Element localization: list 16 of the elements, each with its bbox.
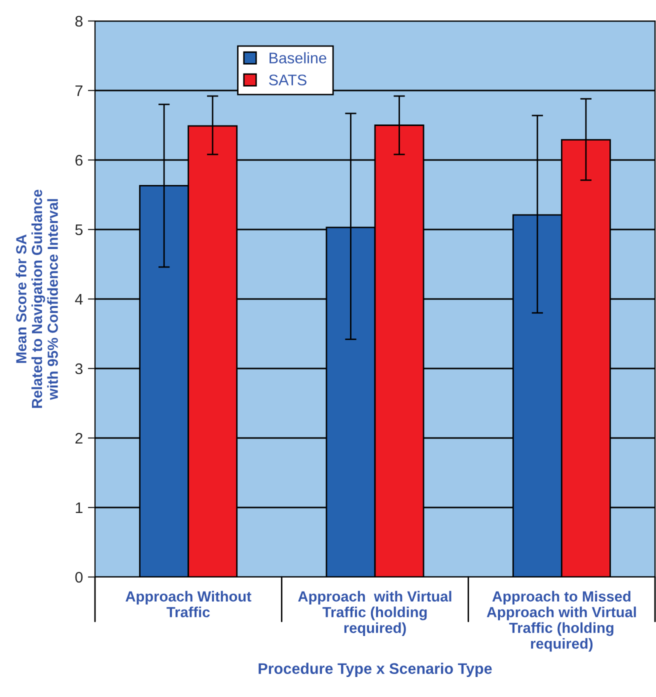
y-tick-label: 5	[75, 224, 83, 236]
x-axis-title: Procedure Type x Scenario Type	[258, 662, 492, 678]
x-tick-label: Approach with Virtual Traffic (holding required)	[298, 590, 452, 636]
y-tick-label: 8	[75, 16, 83, 27]
legend-label: SATS	[269, 74, 306, 86]
y-tick-label: 0	[75, 572, 83, 583]
x-tick-label: Approach Without Traffic	[126, 590, 252, 618]
y-tick-label: 6	[75, 154, 83, 166]
y-tick-label: 3	[75, 363, 83, 374]
legend-label: Baseline	[270, 52, 326, 64]
y-tick-label: 4	[75, 294, 83, 305]
y-tick-label: 7	[75, 86, 82, 96]
y-axis-title: Mean Score for SA Related to Navigation Guidance with 95% Confidence Interval	[16, 190, 58, 408]
y-tick-label: 2	[75, 432, 82, 444]
y-tick-label: 1	[76, 502, 82, 514]
x-tick-label: Approach to Missed Approach with Virtual Traffic (holding required)	[486, 590, 636, 652]
